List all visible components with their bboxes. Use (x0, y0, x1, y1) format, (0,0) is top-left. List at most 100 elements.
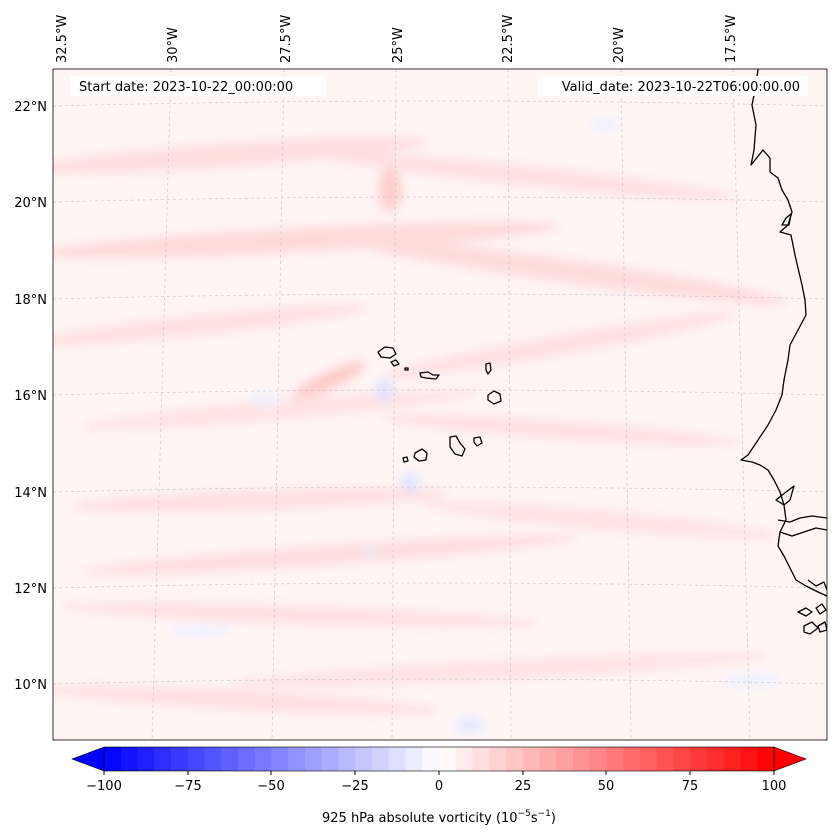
start-date-label: Start date: 2023-10-22_00:00:00 (79, 80, 293, 95)
negative-vorticity-blob (722, 674, 782, 686)
colorbar-tick-label: 100 (762, 779, 787, 794)
colorbar-segment (305, 747, 323, 771)
island-brava (402, 456, 409, 463)
colorbar-segment (455, 747, 473, 771)
island-maio (473, 436, 483, 447)
coastline-bijagos-3 (803, 621, 819, 635)
cape-verde-islands (377, 346, 502, 463)
colorbar-ticks: −100 −75 −50 −25 0 25 50 75 100 (86, 771, 786, 794)
parallel-gridline (53, 196, 827, 203)
colorbar-segment (556, 747, 574, 771)
latitude-label: 16°N (14, 389, 47, 404)
meridian-gridline (620, 69, 632, 740)
colorbar-segment (422, 747, 440, 771)
colorbar-segment (405, 747, 423, 771)
longitude-label: 32.5°W (55, 15, 70, 63)
colorbar-label-exponent-1: −5 (518, 809, 531, 819)
positive-vorticity-band (53, 304, 370, 346)
colorbar-segment (757, 747, 775, 771)
colorbar-segment (606, 747, 624, 771)
positive-vorticity-band (53, 136, 430, 174)
island-santa-luzia (404, 367, 409, 371)
parallel-gridline (53, 389, 827, 396)
colorbar-segment (439, 747, 457, 771)
colorbar-segment (372, 747, 390, 771)
colorbar-segment (254, 747, 272, 771)
map-panel: Start date: 2023-10-22_00:00:00 Valid_da… (53, 69, 827, 740)
colorbar-label-unit: s (531, 811, 538, 826)
positive-vorticity-band (301, 149, 739, 201)
colorbar-segment (690, 747, 708, 771)
parallel-gridline (53, 293, 827, 300)
valid-date-box (538, 76, 808, 96)
latitude-labels: 22°N 20°N 18°N 16°N 14°N 12°N 10°N (14, 100, 47, 693)
positive-vorticity-band (332, 235, 788, 305)
meridian-gridline (391, 69, 397, 740)
colorbar-segment (522, 747, 540, 771)
island-boa-vista (487, 390, 502, 405)
colorbar-tick-label: −75 (174, 779, 201, 794)
colorbar-max-extension (773, 746, 807, 772)
colorbar-segment (355, 747, 373, 771)
longitude-label: 22.5°W (501, 15, 516, 63)
colorbar-segment (204, 747, 222, 771)
parallel-gridline (53, 486, 827, 493)
coastline-bijagos-1 (797, 607, 813, 617)
colorbar-tick-label: 0 (435, 779, 443, 794)
african-coastline (740, 69, 827, 635)
latitude-label: 14°N (14, 486, 47, 501)
positive-vorticity-band (293, 361, 367, 399)
coastline-gambia-estuary (775, 485, 795, 506)
coastline-casamance (777, 515, 827, 523)
negative-vorticity-blob (247, 394, 283, 406)
coastline-bijagos-4 (817, 621, 827, 633)
colorbar-segment (640, 747, 658, 771)
positive-vorticity-band (382, 312, 738, 378)
colorbar-segment (573, 747, 591, 771)
colorbar-segment (104, 747, 122, 771)
longitude-label: 30°W (166, 27, 181, 63)
map-gridlines (53, 69, 827, 740)
longitude-label: 27.5°W (279, 15, 294, 63)
positive-vorticity-band (230, 652, 770, 688)
colorbar-label-exponent-2: −1 (538, 809, 551, 819)
meridian-gridline (53, 85, 54, 114)
colorbar-segment (707, 747, 725, 771)
colorbar-label-suffix: ) (551, 811, 556, 826)
colorbar-segment (723, 747, 741, 771)
colorbar-segment (238, 747, 256, 771)
longitude-labels: 32.5°W 30°W 27.5°W 25°W 22.5°W 20°W 17.5… (55, 15, 739, 63)
colorbar-segment (740, 747, 758, 771)
colorbar-segment (656, 747, 674, 771)
negative-vorticity-blob (364, 546, 376, 558)
start-date-box (70, 76, 326, 96)
map-frame (52, 68, 828, 741)
positive-vorticity-band (420, 501, 780, 539)
island-sao-nicolau (419, 371, 440, 380)
negative-vorticity-blob (170, 624, 230, 636)
colorbar-segment (489, 747, 507, 771)
colorbar-tick-label: −50 (257, 779, 284, 794)
longitude-label: 20°W (612, 27, 627, 63)
colorbar-min-extension (71, 746, 105, 772)
colorbar-label: 925 hPa absolute vorticity (10−5s−1) (322, 809, 556, 826)
positive-vorticity-band (380, 414, 740, 446)
latitude-label: 18°N (14, 293, 47, 308)
island-sao-vicente (390, 359, 400, 367)
coastline-guinea-bissau (779, 527, 827, 537)
positive-vorticity-band (80, 534, 580, 576)
colorbar-segment (187, 747, 205, 771)
coastline-bijagos-2 (815, 603, 827, 615)
colorbar-tick-label: 25 (515, 779, 532, 794)
coastline-cap-vert (781, 213, 792, 226)
colorbar-tick-label: 50 (598, 779, 615, 794)
valid-date-label: Valid_date: 2023-10-22T06:00:00.00 (562, 80, 800, 95)
colorbar-segment (388, 747, 406, 771)
colorbar: −100 −75 −50 −25 0 25 50 75 100 925 hPa … (71, 746, 807, 826)
latitude-label: 20°N (14, 196, 47, 211)
island-sal (485, 362, 492, 375)
meridian-gridline (507, 69, 512, 740)
negative-vorticity-blob (456, 717, 484, 733)
negative-vorticity-blob (589, 119, 621, 131)
